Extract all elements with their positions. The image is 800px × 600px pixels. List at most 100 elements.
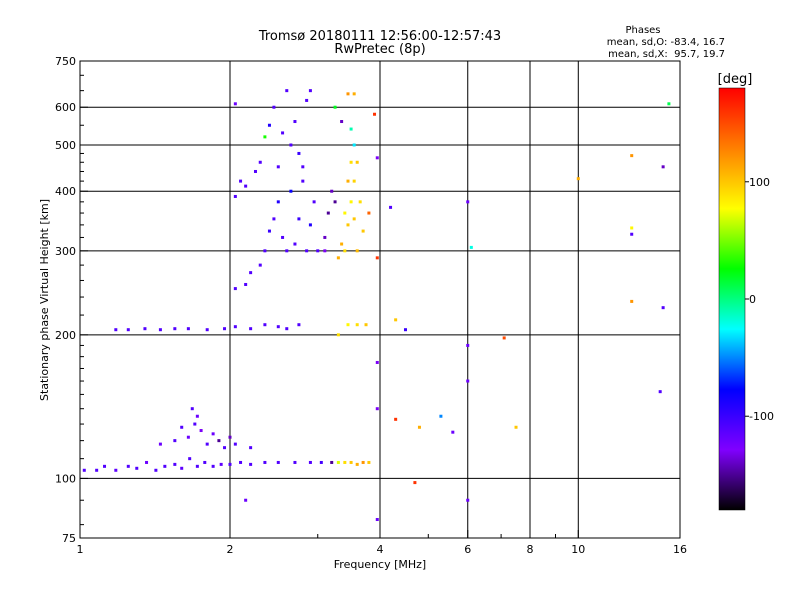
scatter-points (82, 89, 671, 522)
data-point (630, 232, 634, 236)
data-point (258, 263, 262, 267)
data-point (297, 323, 301, 327)
colorbar-unit-label: [deg] (718, 72, 753, 87)
data-point (158, 442, 162, 446)
data-point (263, 135, 267, 139)
data-point (173, 439, 177, 443)
phases-mean-x: mean, sd,X: 95.7, 19.7 (608, 49, 725, 60)
data-point (249, 446, 253, 450)
gridlines (80, 61, 680, 538)
y-tick-label: 750 (55, 55, 76, 68)
data-point (349, 460, 353, 464)
data-point (346, 223, 350, 227)
data-point (630, 226, 634, 230)
data-point (103, 464, 107, 468)
data-point (205, 442, 209, 446)
data-point (281, 235, 285, 239)
data-point (223, 327, 227, 331)
x-tick-label: 8 (527, 543, 534, 556)
data-point (375, 360, 379, 364)
data-point (336, 460, 340, 464)
data-point (249, 271, 253, 275)
data-point (305, 249, 309, 253)
data-point (145, 460, 149, 464)
data-point (158, 328, 162, 332)
data-point (346, 323, 350, 327)
data-point (244, 282, 248, 286)
data-point (658, 390, 662, 394)
data-point (326, 211, 330, 215)
data-point (258, 160, 262, 164)
data-point (239, 179, 243, 183)
data-point (361, 460, 365, 464)
data-point (173, 462, 177, 466)
data-point (361, 229, 365, 233)
data-point (263, 249, 267, 253)
data-point (211, 464, 215, 468)
data-point (186, 327, 190, 331)
x-tick-label: 2 (227, 543, 234, 556)
data-point (276, 460, 280, 464)
data-point (319, 460, 323, 464)
data-point (154, 468, 158, 472)
data-point (308, 89, 312, 93)
data-point (630, 154, 634, 158)
data-point (308, 223, 312, 227)
x-tick-label: 10 (571, 543, 585, 556)
data-point (333, 105, 337, 109)
data-point (195, 414, 199, 418)
data-point (186, 435, 190, 439)
data-point (312, 200, 316, 204)
data-point (375, 256, 379, 260)
data-point (297, 217, 301, 221)
data-point (173, 327, 177, 331)
data-point (203, 460, 207, 464)
data-point (285, 327, 289, 331)
data-point (343, 211, 347, 215)
data-point (343, 249, 347, 253)
data-point (343, 460, 347, 464)
phases-mean-o: mean, sd,O: -83.4, 16.7 (607, 37, 725, 48)
data-point (163, 464, 167, 468)
data-point (276, 325, 280, 329)
data-point (340, 242, 344, 246)
colorbar-tick-label: 100 (749, 176, 770, 189)
data-point (114, 328, 118, 332)
data-point (355, 462, 359, 466)
data-point (439, 414, 443, 418)
data-point (355, 160, 359, 164)
y-tick-label: 75 (62, 532, 76, 545)
data-point (346, 179, 350, 183)
data-point (244, 498, 248, 502)
x-tick-label: 16 (673, 543, 687, 556)
data-point (126, 328, 130, 332)
data-point (233, 102, 237, 106)
data-point (293, 120, 297, 124)
y-tick-label: 300 (55, 245, 76, 258)
data-point (233, 287, 237, 291)
data-point (289, 189, 293, 193)
chart-subtitle: RwPretec (8p) (334, 42, 425, 57)
data-point (661, 165, 665, 169)
data-point (233, 194, 237, 198)
data-point (219, 462, 223, 466)
data-point (417, 425, 421, 429)
data-point (293, 242, 297, 246)
data-point (367, 460, 371, 464)
data-point (358, 200, 362, 204)
data-point (193, 422, 197, 426)
data-point (263, 460, 267, 464)
data-point (367, 211, 371, 215)
data-point (661, 306, 665, 310)
y-axis-ticks: 75 100 200 300 400 500 600 750 (55, 55, 88, 545)
data-point (195, 464, 199, 468)
data-point (276, 200, 280, 204)
data-point (466, 498, 470, 502)
data-point (514, 425, 518, 429)
data-point (228, 462, 232, 466)
data-point (244, 184, 248, 188)
data-point (249, 327, 253, 331)
data-point (272, 217, 276, 221)
data-point (199, 429, 203, 433)
